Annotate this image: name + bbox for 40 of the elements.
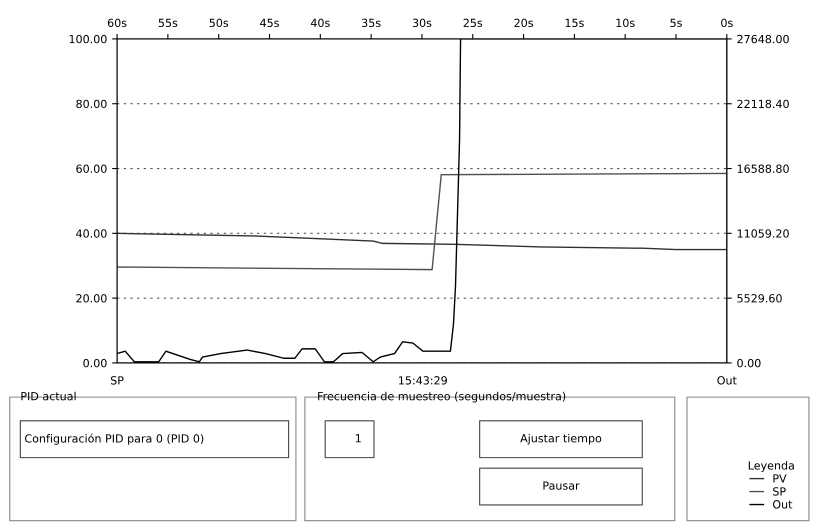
x-tick-label: 45s — [260, 18, 279, 28]
text: SP — [110, 376, 124, 385]
y2-tick-label: 22118.40 — [737, 100, 789, 108]
y-tick-label: 100.00 — [70, 34, 107, 44]
y-tick-label: 80.00 — [76, 100, 107, 108]
y2-tick-label: 11059.20 — [738, 229, 789, 238]
y-tick-label: 60.00 — [76, 164, 107, 173]
x-tick-label: 20s — [514, 18, 533, 28]
text: 1 — [356, 434, 361, 442]
text: Ajustar tiempo — [520, 434, 602, 445]
x-tick-label: 30s — [412, 18, 432, 28]
x-tick-label: 15s — [566, 18, 584, 28]
line-series — [117, 232, 727, 250]
y2-tick-label: 27648.00 — [737, 34, 789, 44]
legend-label: SP — [773, 487, 786, 496]
x-tick-label: 0s — [721, 18, 733, 28]
y-tick-label: 0.00 — [83, 358, 107, 368]
y2-tick-label: 16588.80 — [738, 164, 789, 173]
text: PID actual — [21, 392, 76, 400]
legend-title: Leyenda — [748, 461, 794, 472]
x-tick-label: 25s — [464, 18, 482, 28]
x-tick-label: 60s — [108, 18, 126, 28]
line-series — [117, 172, 727, 270]
y-tick-label: 20.00 — [76, 294, 107, 303]
y2-tick-label: 5529.60 — [737, 294, 782, 303]
text: Pausar — [543, 482, 580, 490]
y-tick-label: 40.00 — [76, 229, 107, 238]
x-tick-label: 55s — [158, 18, 178, 28]
text: Frecuencia de muestreo (segundos/muestra) — [318, 392, 566, 403]
text: Out — [717, 376, 737, 385]
x-tick-label: 50s — [210, 18, 228, 28]
x-tick-label: 40s — [310, 18, 330, 28]
text: 15:43:29 — [399, 376, 447, 385]
text: Configuración PID para 0 (PID 0) — [25, 434, 204, 445]
x-tick-label: 10s — [616, 18, 635, 28]
legend-label: PV — [773, 474, 787, 482]
x-tick-label: 35s — [362, 18, 381, 28]
y2-tick-label: 0.00 — [737, 358, 761, 368]
x-tick-label: 5s — [670, 18, 682, 28]
legend-label: Out — [772, 500, 792, 509]
